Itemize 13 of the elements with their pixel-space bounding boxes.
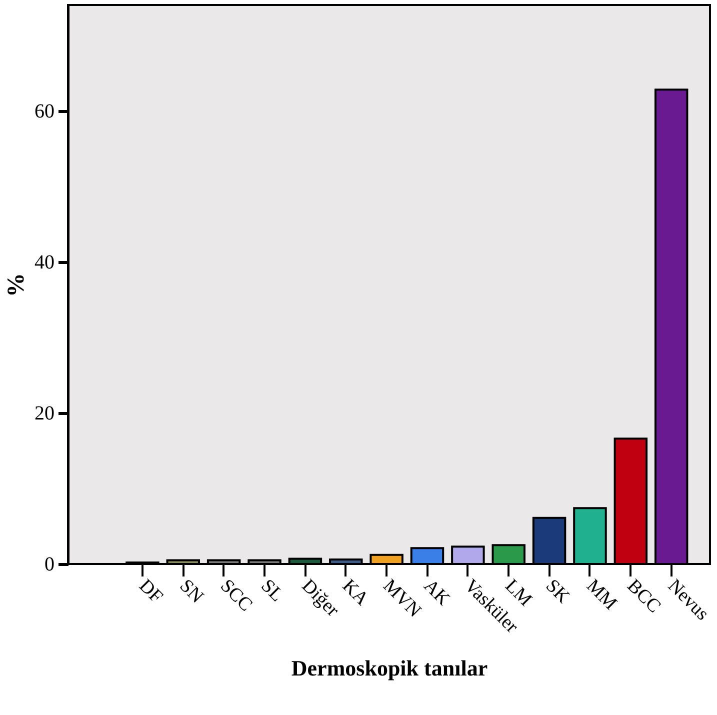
y-tick-label: 20 <box>34 402 54 424</box>
x-axis-title: Dermoskopik tanılar <box>291 656 488 681</box>
y-tick-label: 0 <box>44 554 54 576</box>
x-tick-label: KA <box>338 575 373 610</box>
y-tick-label: 60 <box>34 100 54 122</box>
x-tick-label: DF <box>134 575 167 608</box>
x-tick-label: MM <box>582 575 622 614</box>
x-tick-label: SK <box>542 575 574 608</box>
x-tick-label: SL <box>256 575 288 606</box>
x-tick-label: SN <box>175 575 208 608</box>
y-axis-title: % <box>4 273 30 297</box>
y-tick-label: 40 <box>34 251 54 274</box>
x-tick-label: SCC <box>216 575 256 616</box>
